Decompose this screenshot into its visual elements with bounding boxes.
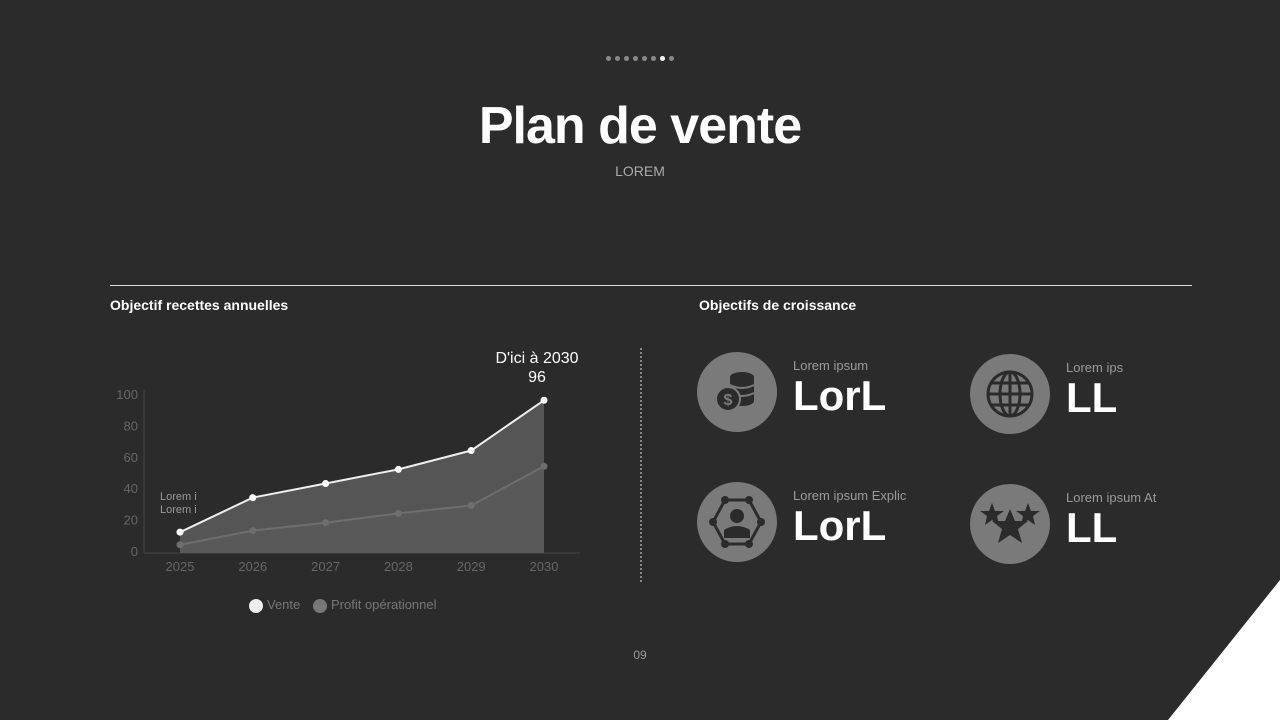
y-tick-label: 80 — [124, 418, 138, 433]
section-title-growth: Objectifs de croissance — [699, 297, 857, 313]
page-number: 09 — [633, 648, 647, 662]
data-point — [249, 527, 257, 535]
series-line — [179, 399, 545, 534]
kpi-card: $ Lorem ipsum LorL — [697, 352, 886, 432]
y-tick-label: 0 — [131, 544, 138, 559]
data-point — [394, 465, 402, 473]
data-point — [540, 462, 548, 470]
x-tick-label: 2029 — [457, 559, 486, 574]
kpi-card: Lorem ipsum At LL — [970, 484, 1156, 564]
kpi-value: LorL — [793, 502, 887, 549]
network-person-icon — [697, 482, 777, 562]
y-tick-label: 20 — [124, 513, 138, 528]
kpi-label: Lorem ips — [1066, 360, 1124, 375]
pagination-dot[interactable] — [642, 56, 647, 61]
kpi-value: LL — [1066, 374, 1118, 421]
data-point — [394, 509, 402, 517]
corner-decoration — [1168, 580, 1280, 720]
stars-icon — [970, 484, 1050, 564]
kpi-card: Lorem ips LL — [970, 354, 1123, 434]
page-subtitle: LOREM — [615, 163, 665, 179]
kpi-card: Lorem ipsum Explic LorL — [697, 482, 906, 562]
pagination-dot[interactable] — [660, 56, 665, 61]
pagination-dot[interactable] — [651, 56, 656, 61]
legend-swatch-profit — [313, 599, 327, 613]
y-tick-label: 100 — [116, 387, 138, 402]
legend-label-profit: Profit opérationnel — [331, 597, 437, 612]
data-point — [467, 447, 475, 455]
svg-text:$: $ — [724, 392, 733, 409]
series-line — [179, 465, 545, 546]
y-tick-label: 40 — [124, 481, 138, 496]
legend-swatch-vente — [249, 599, 263, 613]
annotation-value: 96 — [528, 369, 546, 386]
x-tick-label: 2030 — [530, 559, 559, 574]
data-point — [322, 479, 330, 487]
section-title-revenue: Objectif recettes annuelles — [110, 297, 289, 313]
pagination-dot[interactable] — [615, 56, 620, 61]
pagination-dot[interactable] — [669, 56, 674, 61]
globe-icon — [970, 354, 1050, 434]
kpi-value: LorL — [793, 372, 887, 419]
data-point — [467, 501, 475, 509]
vertical-divider — [640, 348, 642, 582]
legend-label-vente: Vente — [267, 597, 300, 612]
annotation-line1: D'ici à 2030 — [495, 350, 578, 367]
data-point — [176, 541, 184, 549]
side-label-2: Lorem i — [160, 504, 197, 516]
pagination-dot[interactable] — [606, 56, 611, 61]
divider-line — [110, 285, 1192, 286]
pagination-dot[interactable] — [633, 56, 638, 61]
data-point — [176, 528, 184, 536]
x-tick-label: 2026 — [238, 559, 267, 574]
x-tick-label: 2028 — [384, 559, 413, 574]
kpi-label: Lorem ipsum At — [1066, 490, 1157, 505]
kpi-label: Lorem ipsum — [793, 358, 869, 373]
kpi-label: Lorem ipsum Explic — [793, 488, 907, 503]
pagination-dot[interactable] — [624, 56, 629, 61]
data-point — [249, 494, 257, 502]
pagination-dots — [0, 56, 1280, 61]
series-area — [180, 466, 544, 553]
side-label-1: Lorem i — [160, 491, 197, 503]
coins-dollar-icon: $ — [697, 352, 777, 432]
data-point — [322, 519, 330, 527]
y-tick-label: 60 — [124, 450, 138, 465]
x-tick-label: 2025 — [166, 559, 195, 574]
revenue-chart: 0 20 40 60 80 100 2025 2026 2027 2028 2029 2030 D'i… — [116, 350, 580, 613]
x-tick-label: 2027 — [311, 559, 340, 574]
page-title: Plan de vente — [478, 97, 802, 155]
data-point — [540, 396, 548, 404]
kpi-value: LL — [1066, 504, 1118, 551]
